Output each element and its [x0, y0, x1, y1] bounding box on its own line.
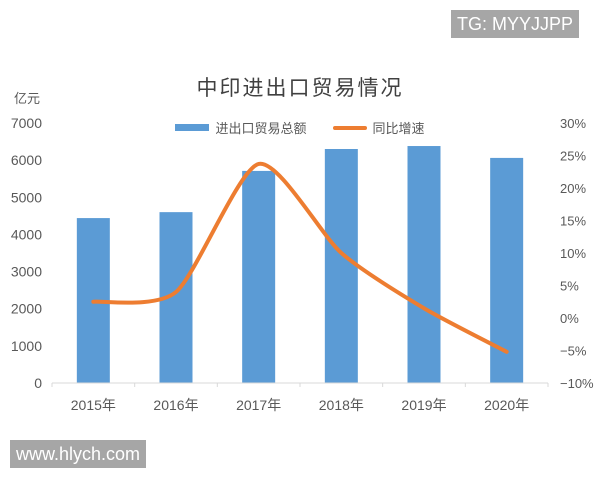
x-axis-tick-label: 2018年 [319, 397, 364, 413]
legend-item-growth-rate: 同比增速 [332, 118, 425, 137]
line-series-growth-rate [91, 161, 509, 354]
left-axis-tick-label: 1000 [11, 338, 42, 354]
legend-label-growth-rate: 同比增速 [372, 122, 425, 137]
left-axis-tick-label: 6000 [11, 152, 42, 168]
left-axis-tick-label: 5000 [11, 189, 42, 205]
left-axis-tick-label: 2000 [11, 301, 42, 317]
legend-label-trade-total: 进出口贸易总额 [215, 122, 307, 137]
bar [407, 146, 441, 383]
right-axis-tick-label: 0% [560, 311, 579, 326]
x-axis-tick-label: 2015年 [71, 397, 116, 413]
bar-series-trade-total [76, 146, 524, 383]
right-axis-tick-label: −10% [560, 376, 594, 391]
chart-legend: 进出口贸易总额 同比增速 [0, 118, 600, 137]
left-axis-tick-label: 4000 [11, 226, 42, 242]
bar [324, 149, 358, 383]
watermark-top: TG: MYYJJPP [451, 10, 580, 38]
x-axis-tick-label: 2016年 [153, 397, 198, 413]
legend-line-swatch-icon [332, 125, 367, 130]
right-y-axis: −10% −5% 0% 5% 10% 15% 20% 25% 30% [560, 116, 594, 391]
right-axis-tick-label: 25% [560, 149, 586, 164]
right-axis-tick-label: 5% [560, 279, 579, 294]
legend-bar-swatch-icon [175, 124, 210, 131]
x-axis-tick-label: 2020年 [484, 397, 529, 413]
watermark-bottom: www.hlych.com [10, 440, 147, 468]
x-axis-tick-label: 2017年 [236, 397, 281, 413]
chart-title: 中印进出口贸易情况 [196, 76, 404, 100]
left-axis-tick-label: 7000 [11, 115, 42, 131]
x-axis-tick-label: 2019年 [401, 397, 446, 413]
right-axis-tick-label: 10% [560, 246, 586, 261]
left-y-axis: 0 1000 2000 3000 4000 5000 6000 7000 [11, 115, 42, 391]
right-axis-tick-label: −5% [560, 344, 587, 359]
x-axis: 2015年 2016年 2017年 2018年 2019年 2020年 [51, 383, 549, 413]
legend-item-trade-total: 进出口贸易总额 [175, 118, 307, 137]
right-axis-tick-label: 15% [560, 214, 586, 229]
bar [490, 157, 524, 383]
bar [242, 170, 276, 383]
right-axis-tick-label: 30% [560, 116, 586, 131]
right-axis-tick-label: 20% [560, 181, 586, 196]
left-axis-unit-label: 亿元 [14, 92, 41, 107]
left-axis-tick-label: 0 [34, 375, 42, 391]
left-axis-tick-label: 3000 [11, 264, 42, 280]
